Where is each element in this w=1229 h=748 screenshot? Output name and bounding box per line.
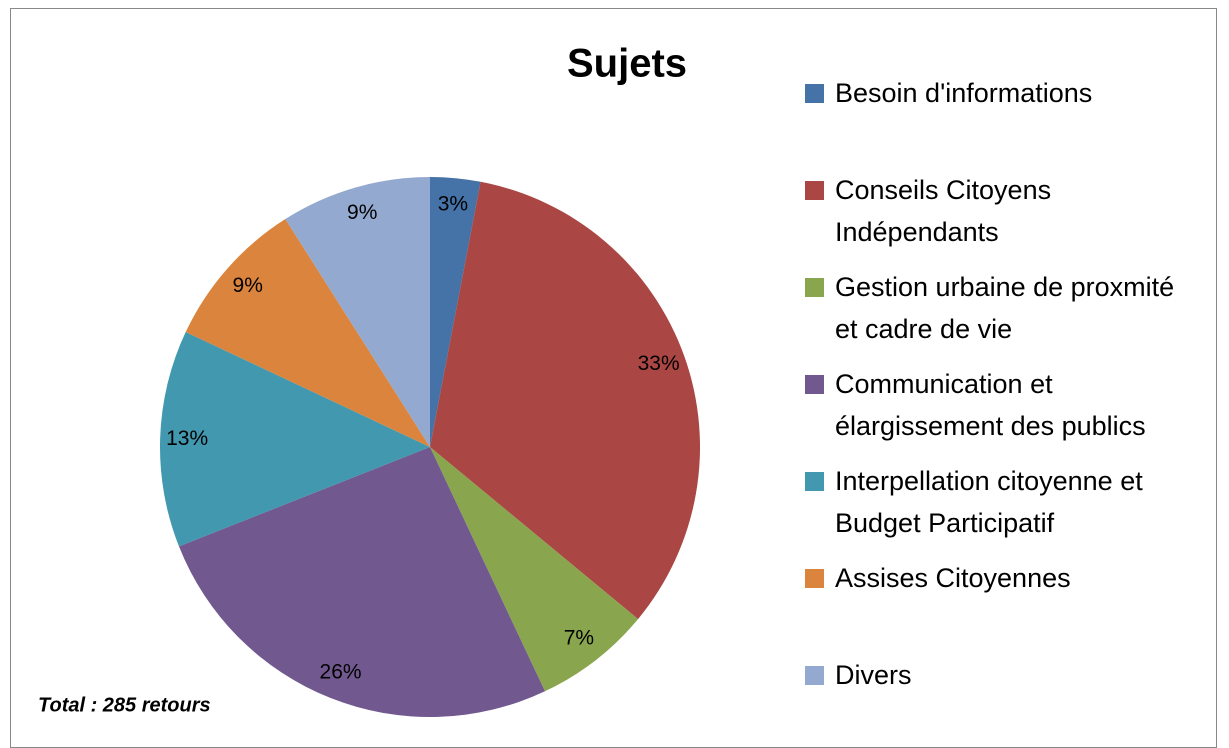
pie-slice [185,219,430,447]
legend-label: Divers [835,660,912,690]
legend-swatch [805,472,824,491]
pie-slice [430,447,639,692]
legend-item: Conseils Citoyens Indépendants [805,169,1215,253]
pie-slice [160,332,431,547]
legend-label: Interpellation citoyenne et Budget Parti… [835,466,1143,538]
legend-swatch [805,181,824,200]
pie-slice [178,447,545,717]
page: Sujets Total : 285 retours 3% 33% 7% 26% 13%… [10,8,1217,748]
legend-swatch [805,278,824,297]
legend-item: Communication et élargissement des publi… [805,363,1215,447]
data-label: 9% [347,201,377,224]
legend-label: Conseils Citoyens Indépendants [835,175,1052,247]
chart-title: Sujets [567,42,687,86]
annotation: Total : 285 retours [38,694,211,716]
legend-label: Besoin d'informations [835,78,1093,108]
data-label: 33% [638,352,680,375]
pie-slice [285,177,430,447]
legend-item: Besoin d'informations [805,72,1215,114]
legend-swatch [805,569,824,588]
legend-item: Gestion urbaine de proxmité et cadre de … [805,266,1215,350]
legend-item: Assises Citoyennes [805,557,1215,599]
legend-label: Communication et élargissement des publi… [835,369,1146,441]
data-label: 7% [564,627,594,650]
chart: Sujets Total : 285 retours 3% 33% 7% 26% 13%… [38,42,700,717]
data-label: 9% [233,274,263,297]
legend-swatch [805,84,824,103]
legend-item: Interpellation citoyenne et Budget Parti… [805,460,1215,544]
data-label: 26% [320,660,362,683]
pie-slice [430,177,481,447]
pie-slice [430,181,700,620]
legend-swatch [805,666,824,685]
legend-swatch [805,375,824,394]
data-label: 3% [438,193,468,216]
data-label: 13% [166,427,208,450]
legend-label: Assises Citoyennes [835,563,1071,593]
legend-label: Gestion urbaine de proxmité et cadre de … [835,272,1175,344]
legend-item: Divers [805,654,1215,696]
